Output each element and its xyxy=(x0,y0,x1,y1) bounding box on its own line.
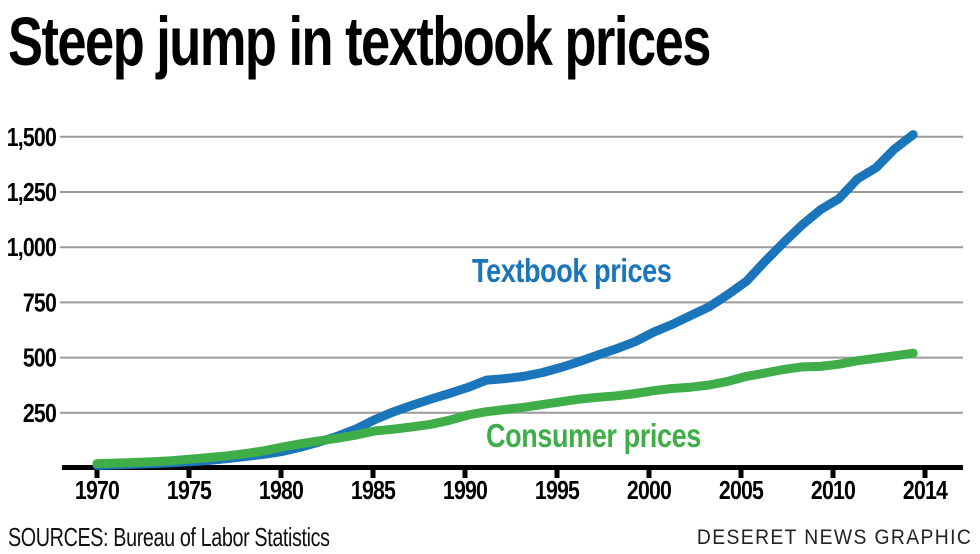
x-axis-tick-label: 2014 xyxy=(903,476,949,506)
textbook-prices-series-label: Textbook prices xyxy=(472,252,672,289)
sources-credit-text: SOURCES: Bureau of Labor Statistics xyxy=(8,522,330,552)
x-axis-tick-label: 1985 xyxy=(351,476,396,506)
x-axis-tick-label: 1980 xyxy=(259,476,304,506)
graphic-credit-text: DESERET NEWS GRAPHIC xyxy=(696,526,972,549)
x-axis-tick-label: 2000 xyxy=(627,476,672,506)
x-axis-tick-label: 2010 xyxy=(811,476,856,506)
y-axis-tick-label: 1,500 xyxy=(7,123,57,153)
chart-title: Steep jump in textbook prices xyxy=(8,3,711,80)
consumer-prices-series-label: Consumer prices xyxy=(486,417,701,454)
y-axis-tick-label: 500 xyxy=(23,344,57,374)
x-axis-tick-label: 1975 xyxy=(167,476,212,506)
textbook-prices-line xyxy=(92,130,918,470)
y-axis-tick-label: 750 xyxy=(23,288,57,318)
x-axis-tick-label: 1995 xyxy=(535,476,580,506)
y-axis-tick-label: 250 xyxy=(23,399,57,429)
x-axis-tick-label: 2005 xyxy=(719,476,764,506)
y-axis-tick-label: 1,000 xyxy=(7,233,57,263)
x-axis-tick-label: 1990 xyxy=(443,476,488,506)
x-axis-tick-label: 1970 xyxy=(75,476,120,506)
y-axis-tick-label: 1,250 xyxy=(7,178,57,208)
consumer-prices-line xyxy=(92,348,918,469)
